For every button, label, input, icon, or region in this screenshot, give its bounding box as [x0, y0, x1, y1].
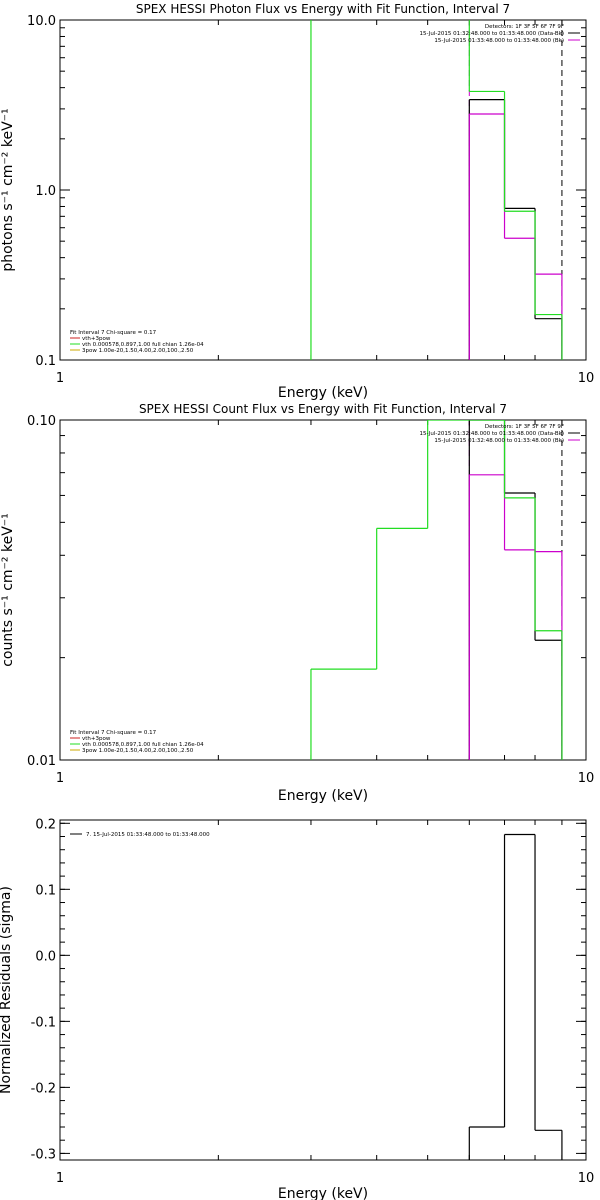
legend-right-entry: 15-Jul-2015 01:32:48.000 to 01:33:48.000… — [434, 438, 564, 444]
legend-right-entry: Detectors: 1F 3F 5F 6F 7F 9F — [485, 24, 564, 30]
x-tick-label: 1 — [56, 1171, 64, 1186]
legend-left-entry: 3pow 1.00e-20,1.50,4.00,2.00,100.,2.50 — [82, 348, 194, 354]
x-tick-label: 10 — [578, 771, 595, 786]
plot-area — [310, 20, 563, 360]
y-axis-label: photons s⁻¹ cm⁻² keV⁻¹ — [0, 108, 16, 271]
x-tick-label: 1 — [56, 371, 64, 386]
legend-left-entry: Fit Interval 7 Chi-square = 0.17 — [70, 730, 157, 736]
y-tick-label: 0.2 — [35, 817, 56, 832]
series-vth-3pow — [310, 20, 563, 360]
series-bk — [468, 113, 563, 360]
legend-left-entry: 7. 15-Jul-2015 01:33:48.000 to 01:33:48.… — [86, 832, 210, 838]
legend-left: 7. 15-Jul-2015 01:33:48.000 to 01:33:48.… — [70, 832, 210, 838]
legend-right: Detectors: 1F 3F 5F 6F 7F 9F15-Jul-2015 … — [420, 24, 580, 44]
legend-left-entry: vth 0.000578,0.897,1.00 full chian 1.26e… — [82, 342, 204, 348]
legend-left-entry: vth+3pow — [82, 336, 111, 342]
y-axis-label: counts s⁻¹ cm⁻² keV⁻¹ — [0, 513, 16, 667]
legend-right-entry: 15-Jul-2015 01:32:48.000 to 01:33:48.000… — [420, 431, 565, 437]
chart-panel-2: SPEX HESSI Count Flux vs Energy with Fit… — [0, 402, 595, 804]
series-vth-3pow — [310, 420, 563, 760]
y-tick-label: 1.0 — [35, 184, 56, 199]
x-axis-label: Energy (keV) — [278, 788, 368, 804]
series-data-bk — [468, 99, 563, 360]
legend-right-entry: 15-Jul-2015 01:32:48.000 to 01:33:48.000… — [420, 31, 565, 37]
x-axis-ticks: 1 10 — [56, 20, 594, 386]
y-tick-label: -0.2 — [31, 1081, 56, 1096]
plot-frame — [59, 19, 587, 361]
y-tick-label: 0.0 — [35, 949, 56, 964]
plot-frame — [59, 819, 587, 1161]
chart-panel-3: Energy (keV) Normalized Residuals (sigma)… — [0, 817, 594, 1200]
x-axis-ticks: 1 10 — [56, 820, 594, 1186]
y-tick-label: 10.0 — [27, 14, 56, 29]
legend-left: Fit Interval 7 Chi-square = 0.17vth+3pow… — [70, 330, 204, 354]
legend-left-entry: 3pow 1.00e-20,1.50,4.00,2.00,100.,2.50 — [82, 748, 194, 754]
x-tick-label: 10 — [578, 371, 595, 386]
plot-frame — [59, 419, 587, 761]
x-tick-label: 1 — [56, 771, 64, 786]
series-data-bk — [468, 420, 563, 760]
legend-right-entry: Detectors: 1F 3F 5F 6F 7F 9F — [485, 424, 564, 430]
y-axis-label: Normalized Residuals (sigma) — [0, 886, 14, 1094]
chart-title: SPEX HESSI Photon Flux vs Energy with Fi… — [136, 2, 510, 16]
y-tick-label: 0.01 — [27, 754, 56, 769]
legend-right-entry: 15-Jul-2015 01:33:48.000 to 01:33:48.000… — [434, 38, 564, 44]
series-7-15-jul-2015-01-33-48-000-to-01-33-48-000 — [468, 833, 563, 1160]
chart-title: SPEX HESSI Count Flux vs Energy with Fit… — [139, 402, 507, 416]
y-tick-label: -0.1 — [31, 1015, 56, 1030]
y-axis-ticks: 0.01 0.10 — [27, 414, 586, 769]
y-axis-ticks: 0.1 1.0 10.0 — [27, 14, 586, 369]
y-tick-label: 0.1 — [35, 883, 56, 898]
legend-right: Detectors: 1F 3F 5F 6F 7F 9F15-Jul-2015 … — [420, 424, 580, 444]
legend-left: Fit Interval 7 Chi-square = 0.17vth+3pow… — [70, 730, 204, 754]
plot-area — [310, 420, 563, 760]
x-axis-label: Energy (keV) — [278, 385, 368, 401]
legend-left-entry: vth 0.000578,0.897,1.00 full chian 1.26e… — [82, 742, 204, 748]
legend-left-entry: vth+3pow — [82, 736, 111, 742]
y-tick-label: -0.3 — [31, 1147, 56, 1162]
y-tick-label: 0.10 — [27, 414, 56, 429]
legend-left-entry: Fit Interval 7 Chi-square = 0.17 — [70, 330, 157, 336]
chart-panel-1: SPEX HESSI Photon Flux vs Energy with Fi… — [0, 2, 594, 401]
x-tick-label: 10 — [578, 1171, 595, 1186]
y-tick-label: 0.1 — [35, 354, 56, 369]
y-axis-ticks: 0.2 0.1 0.0 -0.1 -0.2 -0.3 — [31, 817, 586, 1162]
plot-area — [468, 833, 563, 1160]
x-axis-label: Energy (keV) — [278, 1186, 368, 1200]
